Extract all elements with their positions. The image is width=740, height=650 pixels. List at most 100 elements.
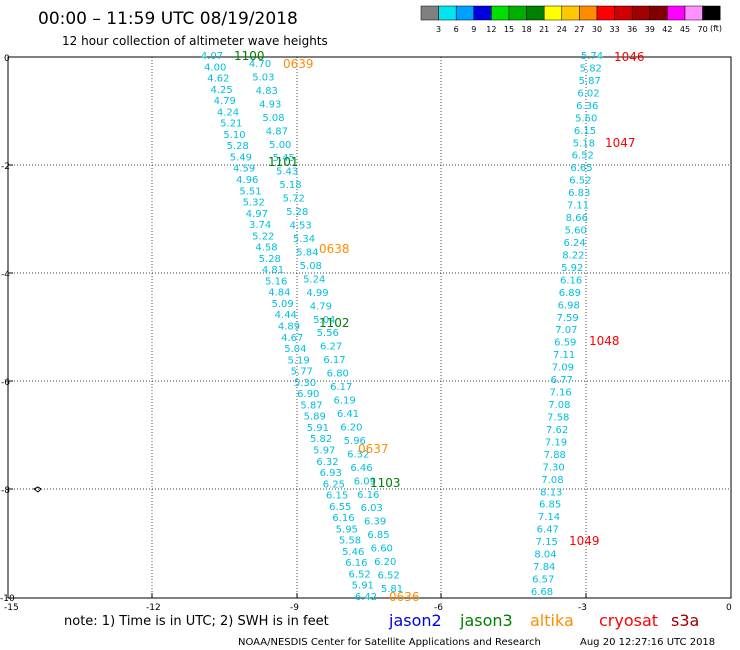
swh-value: 5.04 [313, 315, 335, 326]
swh-value: 7.11 [553, 350, 575, 361]
swh-value: 5.19 [287, 355, 309, 366]
swh-value: 7.88 [544, 450, 566, 461]
legend-swatch [649, 5, 668, 21]
swh-value: 6.47 [537, 525, 559, 536]
swh-value: 6.20 [340, 423, 362, 434]
swh-value: 5.32 [243, 198, 265, 209]
swh-value: 4.67 [281, 333, 303, 344]
pass-time-label: 0637 [358, 442, 389, 456]
swh-value: 4.58 [255, 243, 277, 254]
legend-swatch [420, 5, 439, 21]
legend-tick-label: 27 [574, 25, 584, 34]
legend-swatch [596, 5, 615, 21]
pass-time-label: 1046 [614, 50, 645, 64]
swh-value: 5.60 [575, 113, 597, 124]
swh-value: 6.19 [333, 396, 355, 407]
swh-value: 4.44 [275, 310, 297, 321]
legend-tick-label: 33 [610, 25, 620, 34]
swh-value: 7.58 [547, 413, 569, 424]
legend-tick-label: 21 [539, 25, 549, 34]
swh-value: 6.32 [347, 449, 369, 460]
x-tick-label: -6 [434, 603, 443, 613]
swh-value: 3.74 [249, 220, 271, 231]
legend-swatch [684, 5, 703, 21]
pass-time-label: 1102 [319, 316, 350, 330]
swh-value: 5.91 [307, 423, 329, 434]
swh-value: 4.53 [289, 221, 311, 232]
swh-value: 6.52 [569, 176, 591, 187]
swh-value: 7.62 [546, 425, 568, 436]
swh-value: 5.28 [259, 254, 281, 265]
swh-value: 5.08 [300, 261, 322, 272]
swh-value: 6.59 [554, 338, 576, 349]
legend-tick-label: 30 [592, 25, 602, 34]
swh-value: 5.97 [313, 446, 335, 457]
legend-swatch [631, 5, 651, 21]
legend-swatch [473, 5, 492, 21]
swh-value: 4.99 [306, 288, 328, 299]
swh-value: 5.92 [561, 263, 583, 274]
pass-time-label: 1101 [268, 155, 299, 169]
swh-value: 8.66 [566, 213, 588, 224]
swh-value: 6.32 [316, 457, 338, 468]
swh-value: 5.46 [342, 547, 364, 558]
y-tick-label: -2 [1, 162, 10, 172]
swh-value: 4.62 [207, 74, 229, 85]
swh-value: 6.41 [337, 409, 359, 420]
swh-value: 6.02 [577, 88, 599, 99]
swh-value: 5.84 [296, 248, 318, 259]
swh-value: 6.42 [355, 592, 377, 603]
pass-time-label: 1103 [370, 476, 401, 490]
swh-tracks: 4.074.004.624.254.794.245.215.105.285.49… [201, 51, 603, 603]
legend-tick-label: 70 [698, 25, 708, 34]
swh-value: 5.87 [300, 400, 322, 411]
legend-tick-label: 18 [522, 25, 532, 34]
swh-value: 5.04 [284, 344, 306, 355]
y-axis: 0 -2 -4 -6 -8 -10 [0, 54, 15, 604]
swh-value: 5.08 [262, 113, 284, 124]
legend-swatch [508, 5, 527, 21]
swh-value: 5.34 [293, 234, 315, 245]
swh-value: 5.82 [580, 64, 602, 75]
legend-tick-label: 15 [504, 25, 514, 34]
swh-value: 7.08 [548, 400, 570, 411]
swh-value: 5.74 [581, 51, 603, 62]
swh-value: 5.16 [265, 276, 287, 287]
legend-tick-label: 36 [627, 25, 637, 34]
legend-swatch [438, 5, 457, 21]
satellite-jason2: jason2 [388, 611, 442, 630]
pass-time-label: 0639 [283, 57, 314, 71]
y-tick-label: -6 [1, 378, 10, 388]
swh-value: 6.80 [327, 369, 349, 380]
swh-value: 5.18 [573, 138, 595, 149]
legend-tick-label: 9 [471, 25, 476, 34]
swh-value: 7.08 [541, 475, 563, 486]
y-tick-label: 0 [4, 54, 10, 64]
swh-value: 4.83 [256, 86, 278, 97]
swh-value: 4.70 [249, 59, 271, 70]
swh-value: 5.43 [276, 167, 298, 178]
legend-tick-label: 45 [680, 25, 690, 34]
swh-value: 7.11 [567, 201, 589, 212]
swh-value: 6.60 [371, 544, 393, 555]
swh-value: 6.52 [348, 570, 370, 581]
swh-value: 5.00 [269, 140, 291, 151]
pass-time-label: 1100 [234, 49, 265, 63]
swh-value: 5.24 [303, 274, 325, 285]
map-grid [7, 56, 732, 599]
credit-line: NOAA/NESDIS Center for Satellite Applica… [238, 637, 541, 648]
swh-value: 5.45 [273, 153, 295, 164]
swh-value: 5.10 [223, 130, 245, 141]
x-tick-label: -3 [578, 603, 587, 613]
swh-value: 8.13 [540, 487, 562, 498]
swh-value: 6.83 [568, 188, 590, 199]
swh-value: 5.28 [286, 207, 308, 218]
swh-value: 5.18 [279, 180, 301, 191]
swh-value: 5.60 [565, 226, 587, 237]
pass-time-label: 0638 [319, 242, 350, 256]
swh-value: 4.97 [246, 209, 268, 220]
swh-value: 5.82 [310, 434, 332, 445]
swh-value: 5.49 [230, 152, 252, 163]
pass-time-label: 1049 [569, 534, 600, 548]
swh-value: 6.52 [377, 571, 399, 582]
